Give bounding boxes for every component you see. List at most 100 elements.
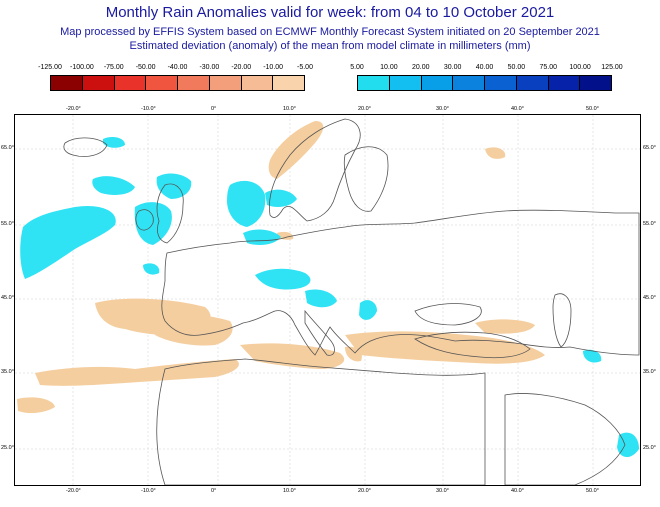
dry-region-mediterranean-central — [240, 343, 345, 369]
dry-region-northafrica-west — [35, 359, 239, 386]
map-frame: -20.0° -20.0° -10.0° -10.0° 0° 0° 10.0° 10.0° 20… — [1, 106, 656, 494]
longitude-label: -20.0° — [66, 106, 81, 112]
latitude-label: 55.0° — [643, 221, 656, 227]
europe-map — [15, 115, 640, 485]
legend-swatch-positive — [548, 76, 581, 90]
wet-region-british-isles — [134, 202, 172, 245]
coastline-north-africa — [156, 358, 486, 485]
legend-label: 20.00 — [411, 64, 430, 71]
legend-swatch-positive — [485, 76, 517, 90]
legend-label: 75.00 — [539, 64, 558, 71]
legend-label: -5.00 — [297, 64, 313, 71]
legend-swatch-negative — [241, 76, 274, 90]
coastlines — [63, 118, 640, 485]
wet-region-bay-of-biscay — [143, 263, 160, 275]
longitude-label: 0° — [211, 106, 217, 112]
legend-swatch-negative — [114, 76, 147, 90]
wet-region-caspian-south — [583, 349, 602, 363]
longitude-label: 10.0° — [283, 106, 296, 112]
wet-region-iceland-east — [103, 137, 125, 148]
legend-swatch-positive — [516, 76, 549, 90]
legend-label: -100.00 — [70, 64, 94, 71]
wet-region-italy-north — [305, 289, 337, 308]
legend-label: -40.00 — [167, 64, 188, 71]
latitude-label: 45.0° — [643, 295, 656, 301]
longitude-label: 40.0° — [511, 106, 524, 112]
dry-anomaly-regions — [17, 121, 545, 414]
legend-label: -10.00 — [263, 64, 284, 71]
latitude-label: 35.0° — [1, 369, 14, 375]
legend-swatch-negative — [273, 76, 304, 90]
legend-swatch-negative — [82, 76, 115, 90]
legend-swatch-positive — [389, 76, 422, 90]
map-subtitle-processing: Map processed by EFFIS System based on E… — [60, 26, 600, 38]
dry-region-norway-coast — [268, 121, 324, 179]
longitude-label: -10.0° — [141, 488, 156, 494]
legend-swatch-positive — [453, 76, 485, 90]
coastline-scandinavia — [269, 118, 361, 222]
latitude-label: 65.0° — [643, 145, 656, 151]
legend-label: 30.00 — [443, 64, 462, 71]
longitude-label: 50.0° — [586, 106, 599, 112]
wet-region-north-sea — [227, 180, 266, 227]
legend-label: 100.00 — [569, 64, 591, 71]
coastline-finland — [343, 146, 389, 212]
legend-label: 125.00 — [601, 64, 623, 71]
dry-region-mediterranean-east — [345, 331, 545, 364]
legend-label: 5.00 — [350, 64, 364, 71]
longitude-label: 30.0° — [436, 106, 449, 112]
longitude-label: 20.0° — [358, 106, 371, 112]
coastline-iceland — [63, 137, 108, 157]
longitude-label: 10.0° — [283, 488, 296, 494]
legend-positive-scale: 5.00 10.00 20.00 30.00 40.00 50.00 75.00 100.00… — [350, 64, 623, 92]
latitude-label: 35.0° — [643, 369, 656, 375]
dry-region-levant — [475, 319, 535, 334]
map-subtitle-units: Estimated deviation (anomaly) of the mea… — [129, 40, 531, 52]
legend-swatch-negative — [209, 76, 242, 90]
longitude-label: 50.0° — [586, 488, 599, 494]
legend-negative-scale: -125.00 -100.00 -75.00 -50.00 -40.00 -30.00 -2… — [38, 64, 313, 92]
wet-region-denmark — [243, 229, 281, 245]
longitude-label: 40.0° — [511, 488, 524, 494]
longitude-label: -20.0° — [66, 488, 81, 494]
wet-region-central-europe — [255, 268, 311, 290]
map-title: Monthly Rain Anomalies valid for week: f… — [105, 4, 555, 21]
coastline-continental-europe — [161, 209, 640, 356]
dry-region-russia-north — [485, 147, 506, 159]
wet-anomaly-regions — [20, 137, 639, 458]
wet-region-atlantic-west — [20, 205, 116, 279]
wet-region-norway-south — [265, 189, 297, 207]
latitude-label: 45.0° — [1, 295, 14, 301]
coastline-arabian — [504, 393, 626, 485]
legend-swatch-negative — [51, 76, 83, 90]
coastline-ireland — [135, 209, 154, 231]
legend-swatch-positive — [421, 76, 454, 90]
coastline-caspian — [552, 293, 572, 348]
legend-label: -50.00 — [135, 64, 156, 71]
legend-label: -30.00 — [199, 64, 220, 71]
legend-swatch-positive — [580, 76, 611, 90]
coastline-black-sea — [414, 303, 482, 326]
latitude-label: 25.0° — [643, 445, 656, 451]
legend-label: 40.00 — [475, 64, 494, 71]
wet-region-atlantic-north — [92, 176, 135, 195]
latitude-label: 65.0° — [1, 145, 14, 151]
wet-region-scotland-west — [156, 173, 192, 199]
latitude-label: 25.0° — [1, 445, 14, 451]
dry-region-baltic — [277, 231, 294, 240]
legend-swatch-positive — [358, 76, 390, 90]
legend-swatch-negative — [178, 76, 210, 90]
longitude-label: 30.0° — [436, 488, 449, 494]
longitude-label: 0° — [211, 488, 217, 494]
wet-region-balkans — [359, 300, 377, 320]
legend-label: -125.00 — [38, 64, 62, 71]
legend-label: 10.00 — [380, 64, 398, 71]
longitude-label: 20.0° — [358, 488, 371, 494]
latitude-label: 55.0° — [1, 221, 14, 227]
dry-region-atlantic-south — [17, 397, 55, 414]
coastline-anatolia — [414, 331, 531, 359]
longitude-label: -10.0° — [141, 106, 156, 112]
legend-label: -75.00 — [103, 64, 124, 71]
legend-swatch-negative — [146, 76, 178, 90]
coastline-italy — [304, 309, 335, 356]
